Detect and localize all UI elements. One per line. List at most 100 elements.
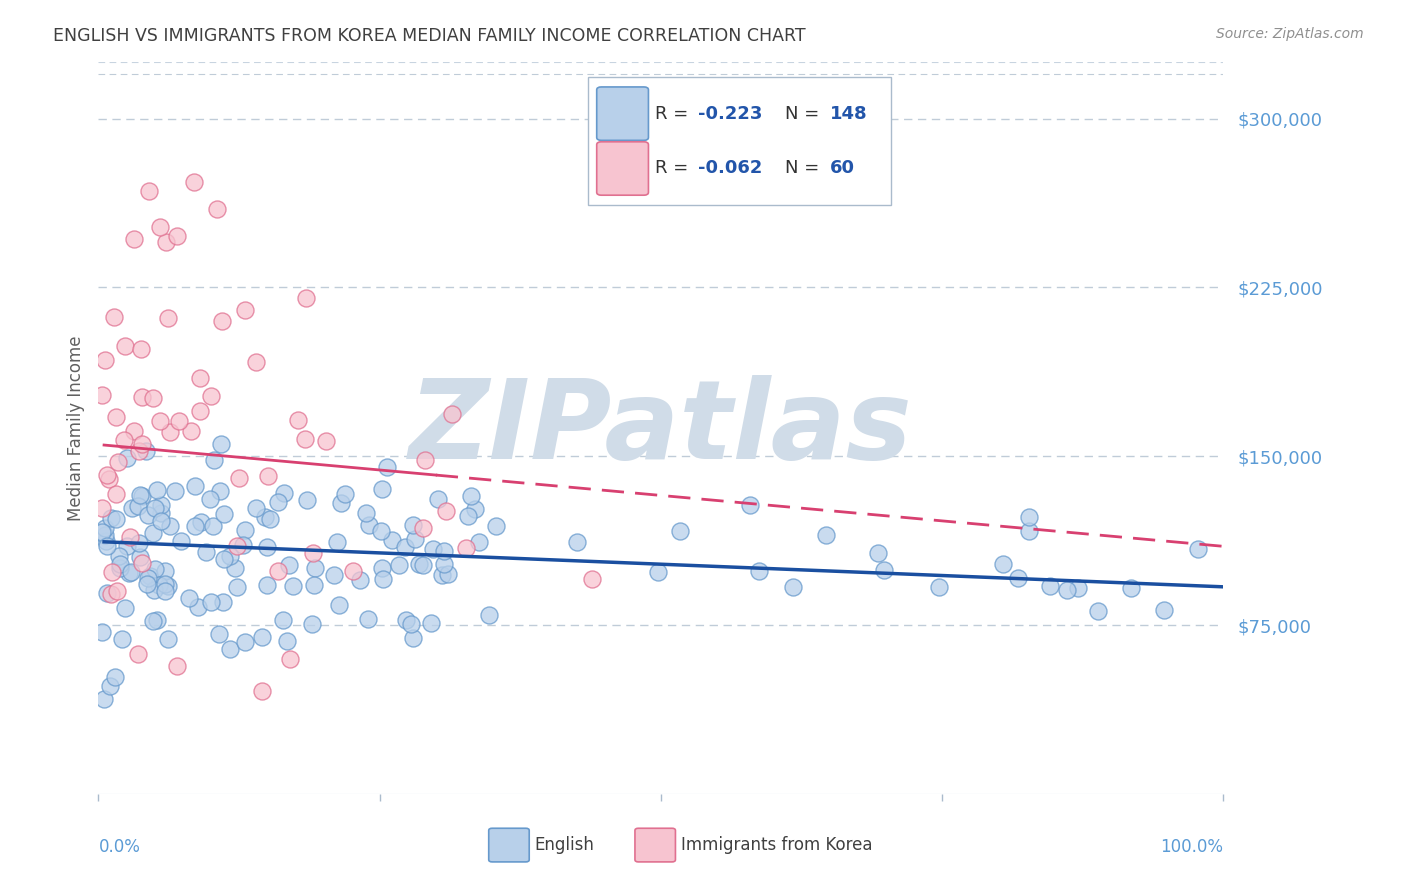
Point — [295, 492, 318, 507]
Point — [370, 524, 392, 539]
Point — [94, 528, 117, 542]
Point — [166, 228, 188, 243]
Point — [104, 409, 127, 424]
Point — [371, 482, 394, 496]
Point — [107, 455, 129, 469]
Point — [295, 291, 318, 305]
Point — [233, 303, 256, 318]
Point — [1056, 582, 1078, 597]
Point — [183, 175, 205, 189]
Point — [149, 219, 172, 234]
Point — [157, 311, 180, 326]
Point — [108, 549, 131, 563]
Point — [440, 407, 463, 421]
Point — [477, 608, 499, 623]
Point — [142, 582, 165, 597]
Point — [1121, 582, 1143, 596]
Text: R =: R = — [655, 160, 695, 178]
Point — [135, 577, 157, 591]
Point — [96, 468, 118, 483]
Point — [315, 434, 337, 448]
Point — [104, 670, 127, 684]
Point — [349, 574, 371, 588]
Point — [1087, 604, 1109, 618]
FancyBboxPatch shape — [489, 829, 529, 862]
Point — [326, 535, 349, 549]
Point — [433, 543, 456, 558]
Point — [120, 530, 142, 544]
Point — [131, 437, 153, 451]
Point — [375, 460, 398, 475]
Point — [357, 517, 380, 532]
Point — [1038, 579, 1060, 593]
Point — [1018, 524, 1040, 538]
Point — [740, 498, 762, 512]
Text: -0.223: -0.223 — [697, 104, 762, 122]
Point — [184, 519, 207, 533]
Point — [138, 184, 160, 198]
Point — [100, 566, 122, 580]
Point — [139, 568, 162, 582]
Point — [120, 566, 142, 580]
FancyBboxPatch shape — [596, 87, 648, 140]
Point — [118, 566, 141, 581]
Point — [354, 506, 377, 520]
Point — [212, 507, 235, 521]
Point — [433, 557, 456, 571]
Point — [127, 648, 149, 662]
Point — [121, 501, 143, 516]
Point — [131, 489, 153, 503]
Point — [131, 391, 153, 405]
Point — [273, 485, 295, 500]
Point — [271, 613, 294, 627]
Point — [294, 432, 316, 446]
Text: N =: N = — [785, 104, 824, 122]
Point — [233, 523, 256, 537]
Point — [565, 535, 588, 549]
Point — [149, 499, 172, 513]
Point — [668, 524, 690, 538]
Point — [142, 391, 165, 405]
Point — [90, 500, 112, 515]
Point — [267, 495, 290, 509]
Point — [259, 512, 281, 526]
Point — [412, 558, 434, 573]
Point — [94, 353, 117, 368]
Point — [187, 600, 209, 615]
Point — [155, 583, 177, 598]
Text: Source: ZipAtlas.com: Source: ZipAtlas.com — [1216, 27, 1364, 41]
Point — [1067, 581, 1090, 595]
Point — [208, 627, 231, 641]
Point — [136, 571, 159, 585]
Point — [1018, 510, 1040, 524]
Point — [155, 235, 177, 250]
Point — [232, 538, 254, 552]
Point — [329, 496, 352, 510]
Point — [98, 679, 121, 693]
Point — [97, 471, 120, 485]
Point — [357, 612, 380, 626]
Point — [100, 510, 122, 524]
Point — [304, 561, 326, 575]
Point — [201, 518, 224, 533]
Point — [394, 540, 416, 554]
Point — [153, 564, 176, 578]
Point — [647, 566, 669, 580]
Point — [233, 634, 256, 648]
Text: ENGLISH VS IMMIGRANTS FROM KOREA MEDIAN FAMILY INCOME CORRELATION CHART: ENGLISH VS IMMIGRANTS FROM KOREA MEDIAN … — [53, 27, 806, 45]
Point — [127, 499, 149, 513]
Point — [163, 483, 186, 498]
Point — [1007, 571, 1029, 585]
Point — [170, 533, 193, 548]
Point — [177, 591, 200, 606]
Point — [226, 539, 249, 553]
Point — [748, 564, 770, 578]
Point — [157, 632, 180, 646]
Point — [198, 491, 221, 506]
Point — [90, 525, 112, 540]
Point — [467, 535, 489, 549]
Point — [277, 558, 299, 572]
Point — [166, 658, 188, 673]
Point — [105, 584, 128, 599]
Point — [188, 404, 211, 418]
